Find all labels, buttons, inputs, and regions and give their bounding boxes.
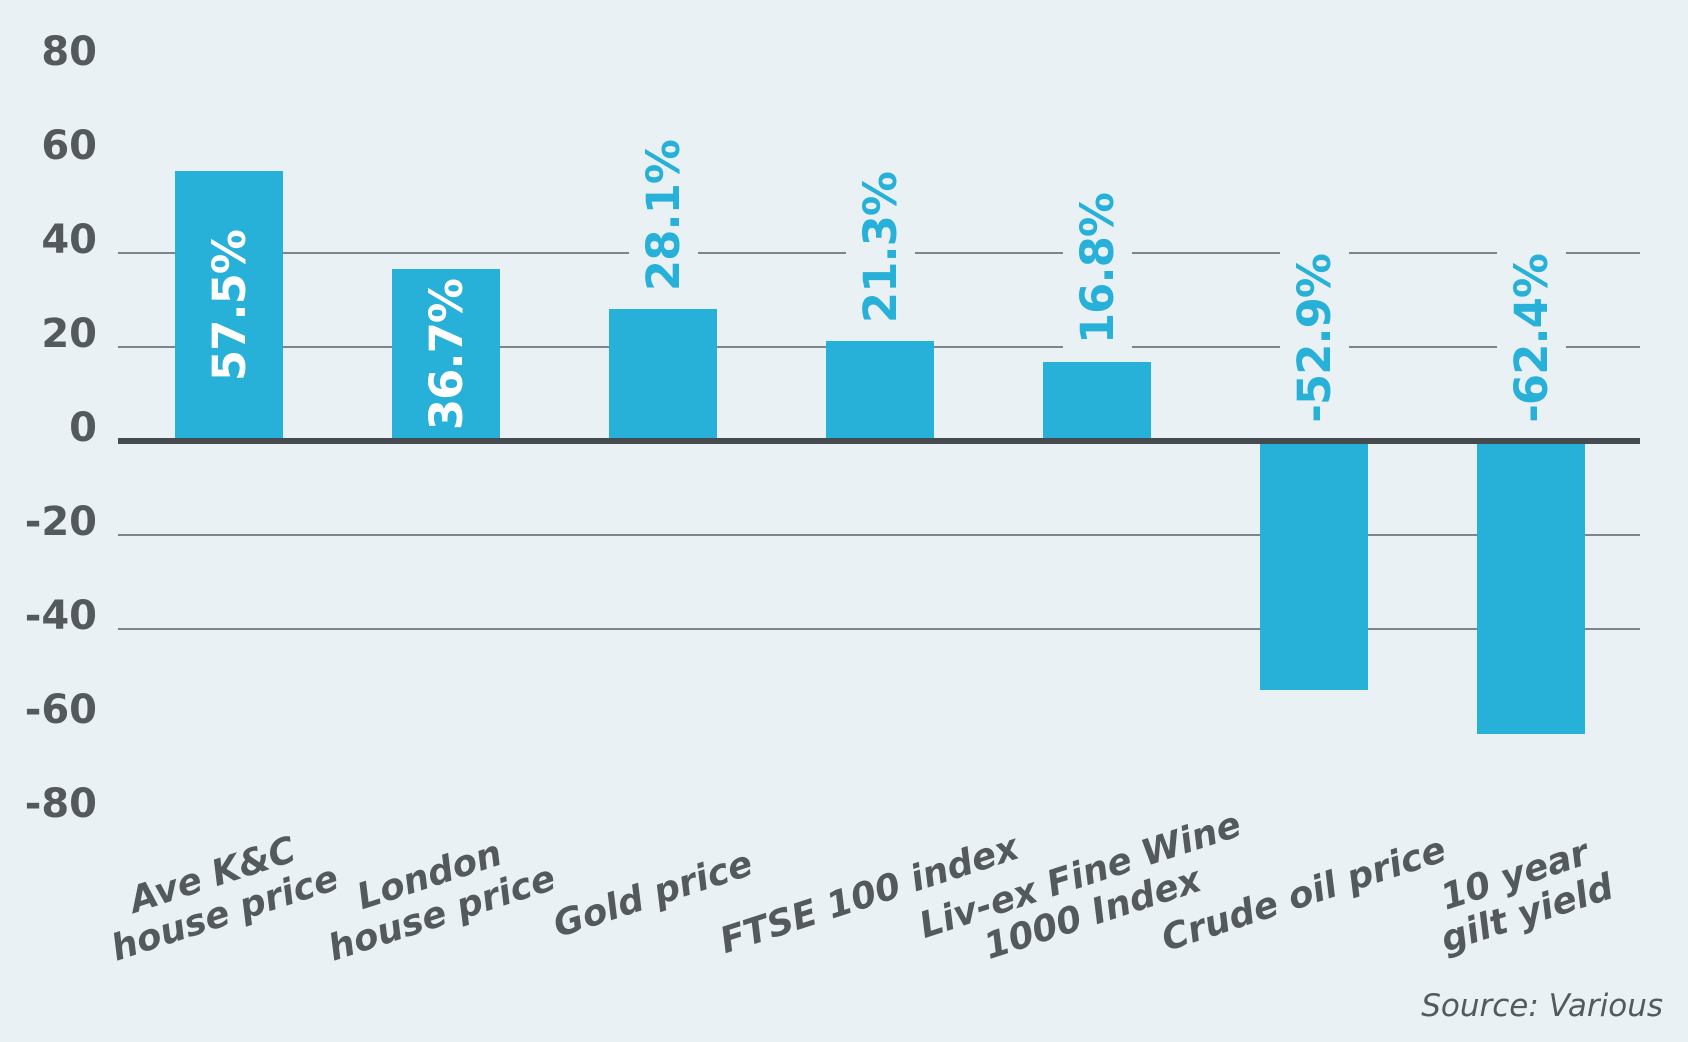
bar bbox=[1477, 441, 1585, 735]
y-tick-label: 60 bbox=[41, 123, 97, 169]
category-label: 10 year gilt yield bbox=[1351, 824, 1688, 966]
bar bbox=[826, 340, 934, 441]
bar-value-text: 21.3% bbox=[845, 161, 915, 333]
bar bbox=[175, 170, 283, 441]
bar bbox=[609, 308, 717, 441]
bar-value-label: 16.8% bbox=[1052, 0, 1142, 355]
y-tick-label: -20 bbox=[24, 499, 97, 545]
y-tick-label: -80 bbox=[24, 781, 97, 827]
bar bbox=[1260, 441, 1368, 690]
bar-value-label: 28.1% bbox=[618, 0, 708, 301]
bar-value-text: -52.9% bbox=[1279, 244, 1349, 433]
gridline bbox=[118, 534, 1640, 536]
bar-value-label: 21.3% bbox=[835, 0, 925, 333]
bar bbox=[392, 268, 500, 441]
bar bbox=[1043, 362, 1151, 441]
bar-value-text: -62.4% bbox=[1496, 244, 1566, 433]
bar-value-text: 57.5% bbox=[202, 230, 256, 382]
source-note: Source: Various bbox=[1421, 988, 1663, 1024]
y-tick-label: -40 bbox=[24, 593, 97, 639]
y-tick-label: -60 bbox=[24, 687, 97, 733]
y-tick-label: 80 bbox=[41, 29, 97, 75]
bar-value-label: 57.5% bbox=[175, 171, 283, 441]
category-label-text: 10 year gilt yield bbox=[1435, 832, 1619, 961]
y-tick-label: 40 bbox=[41, 217, 97, 263]
bar-value-label: -62.4% bbox=[1486, 0, 1576, 433]
gridline bbox=[118, 628, 1640, 630]
zero-axis-line bbox=[118, 438, 1640, 444]
bar-value-label: 36.7% bbox=[392, 269, 500, 441]
bar-value-text: 28.1% bbox=[628, 129, 698, 301]
bar-value-label: -52.9% bbox=[1269, 0, 1359, 433]
bar-value-text: 16.8% bbox=[1062, 182, 1132, 355]
y-tick-label: 20 bbox=[41, 311, 97, 357]
bar-value-text: 36.7% bbox=[419, 279, 473, 431]
y-tick-label: 0 bbox=[69, 405, 97, 451]
